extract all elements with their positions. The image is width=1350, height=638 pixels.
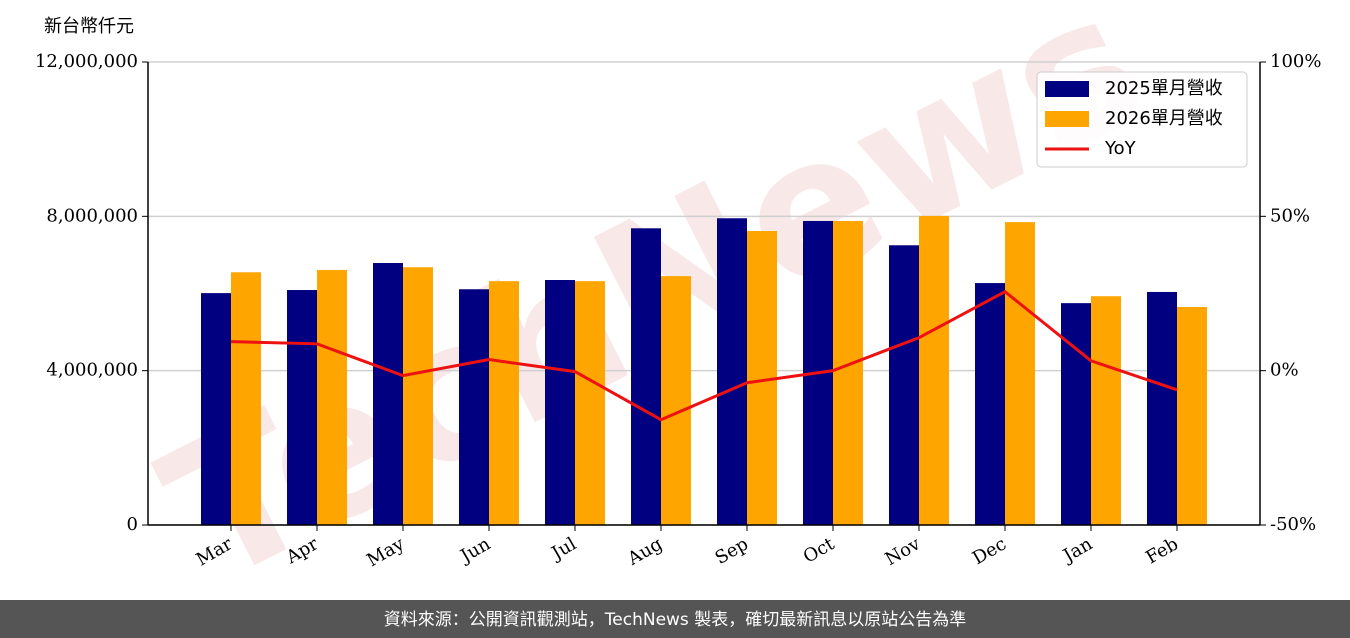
y2-tick-label: 50% — [1270, 205, 1310, 226]
plot: 0 4,000,000 8,000,000 12,000,000 -50% 0% 50% 10… — [35, 51, 1322, 571]
bar — [231, 272, 261, 525]
bar — [373, 263, 403, 525]
bar — [1177, 307, 1207, 525]
x-tick-label: Jan — [1058, 533, 1096, 567]
bar — [489, 281, 519, 525]
x-tick-label: Oct — [800, 533, 839, 568]
legend-box — [1036, 71, 1248, 168]
bar — [545, 279, 575, 525]
yoy-line — [230, 289, 1178, 422]
bar — [1005, 222, 1035, 525]
x-tick-label: Dec — [969, 533, 1010, 569]
legend-label: 2025單月營收 — [1105, 78, 1223, 99]
y-axis-label: 新台幣仟元 — [44, 16, 134, 37]
legend-swatch — [1045, 111, 1089, 127]
x-tick-label: Nov — [882, 533, 925, 570]
x-tick-label: Aug — [623, 533, 666, 570]
x-tick-label: Jun — [455, 533, 494, 568]
bar — [1091, 296, 1121, 525]
y-tick-label: 4,000,000 — [46, 360, 138, 381]
bar — [919, 215, 949, 525]
bar — [631, 228, 661, 525]
y2-tick-label: -50% — [1270, 514, 1316, 535]
x-tick-label: Jul — [546, 533, 580, 565]
bar — [403, 267, 433, 525]
y2-tick-label: 0% — [1270, 360, 1299, 381]
bar — [1061, 303, 1091, 525]
bar — [833, 220, 863, 526]
y-tick-label: 12,000,000 — [35, 51, 138, 72]
bar — [459, 289, 489, 525]
bar — [889, 245, 919, 526]
y-tick-label: 8,000,000 — [46, 205, 138, 226]
x-tick-label: Sep — [712, 533, 752, 568]
bar — [575, 281, 605, 525]
bar — [287, 290, 317, 525]
bar — [717, 218, 747, 525]
y2-tick-label: 100% — [1270, 51, 1321, 72]
bar — [1147, 291, 1177, 525]
bar — [661, 276, 691, 525]
y-tick-label: 0 — [127, 514, 138, 535]
legend-label: 2026單月營收 — [1105, 108, 1223, 129]
legend-label: YoY — [1104, 138, 1137, 159]
legend-swatch — [1045, 81, 1089, 97]
bar — [201, 293, 231, 525]
bar — [317, 269, 347, 525]
bar — [975, 283, 1005, 525]
x-tick-label: Feb — [1142, 533, 1182, 568]
footer-bar — [0, 600, 1350, 638]
source-note: 資料來源：公開資訊觀測站，TechNews 製表，確切最新訊息以原站公告為準 — [384, 610, 966, 630]
